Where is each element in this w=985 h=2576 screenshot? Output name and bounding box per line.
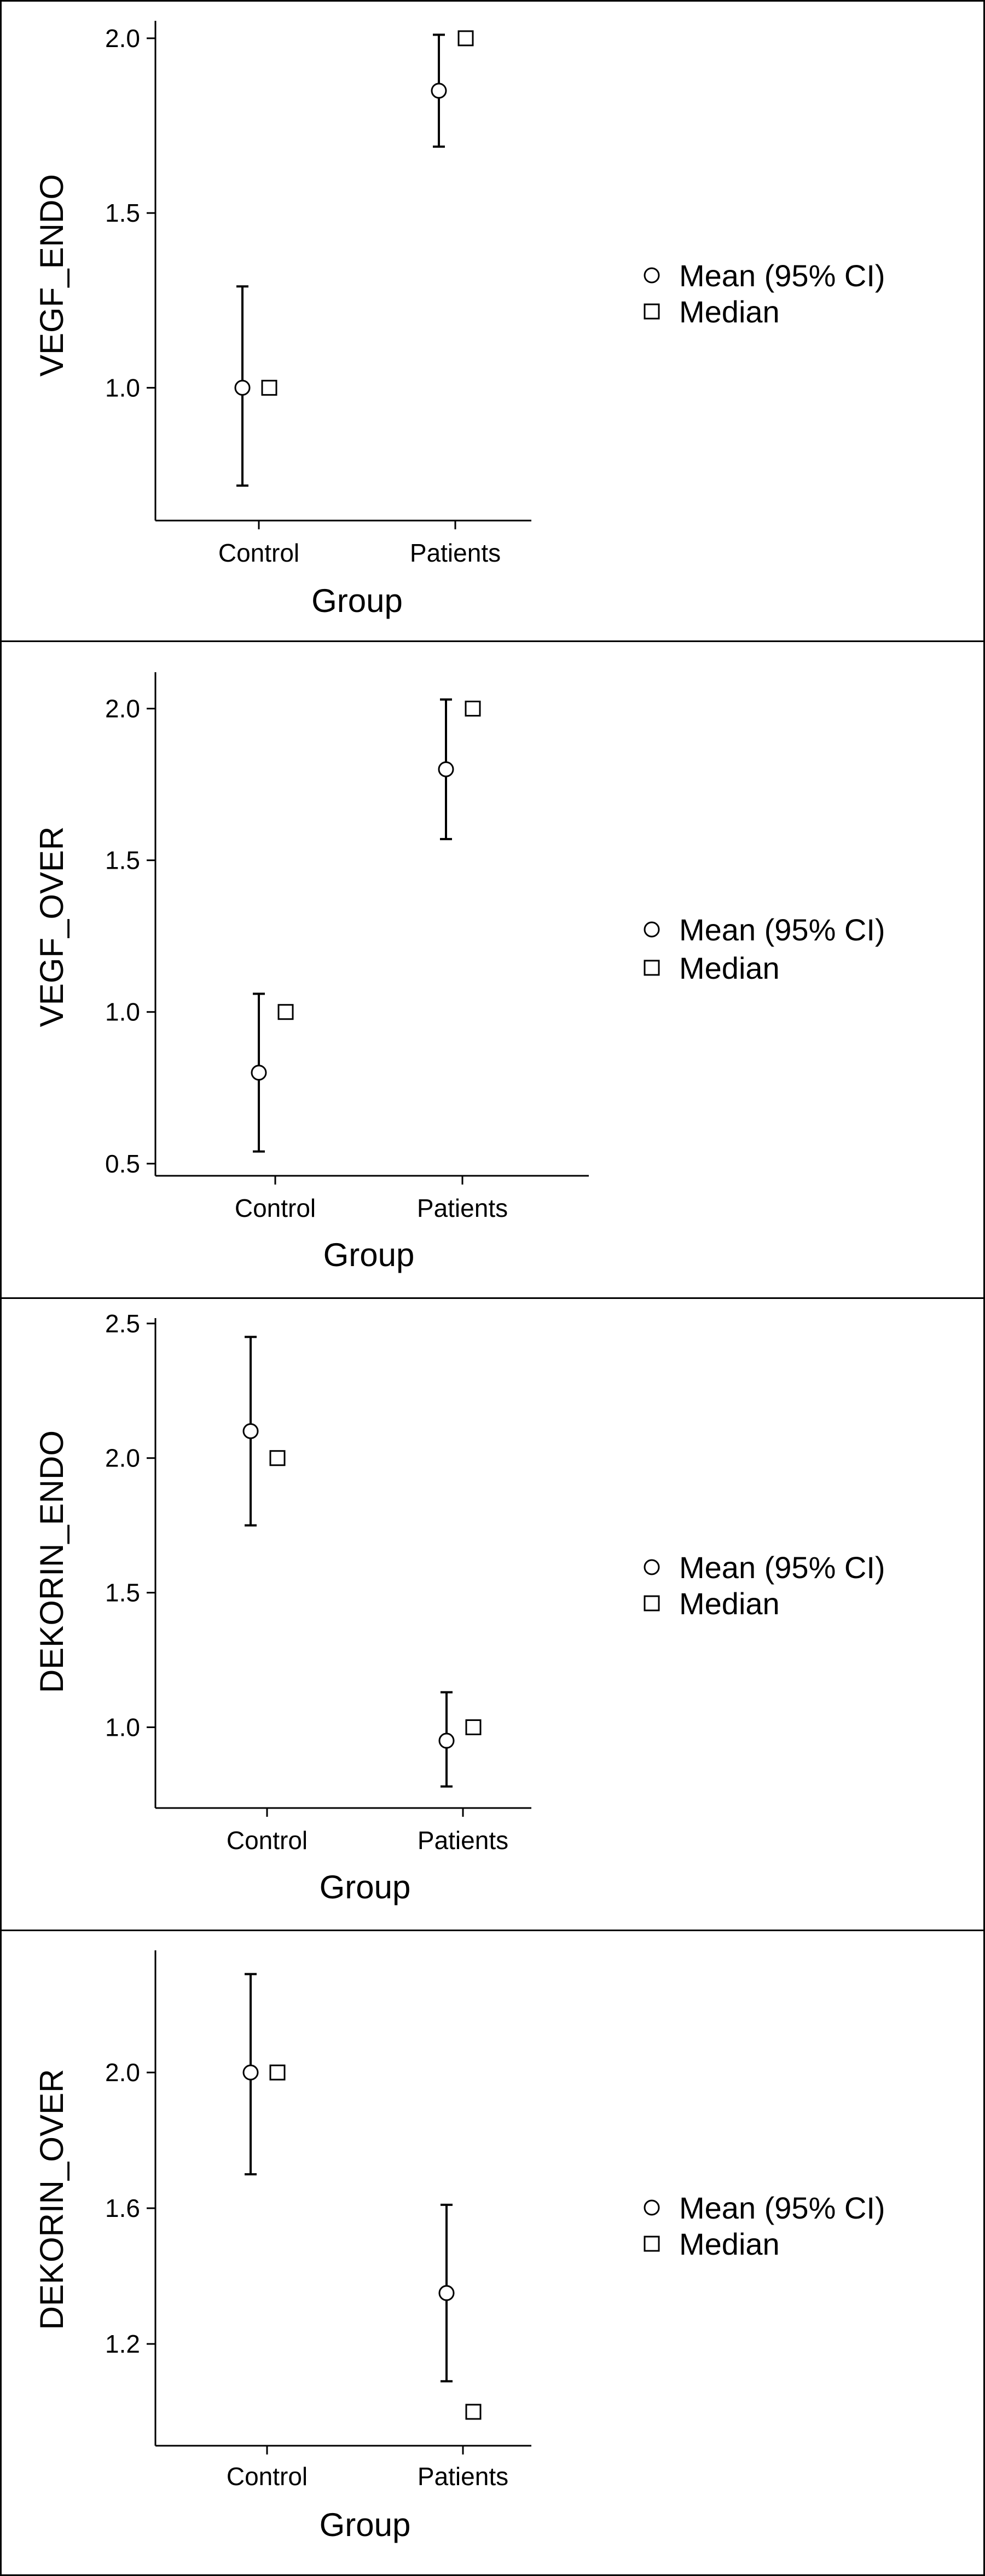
y-axis-title: DEKORIN_OVER [33,2069,70,2330]
legend: Mean (95% CI) Median [644,912,885,985]
y-axis-title: DEKORIN_ENDO [33,1430,70,1693]
y-tick-label: 1.5 [105,846,140,875]
y-tick-label: 0.5 [105,1150,140,1178]
y-tick-label: 2.5 [105,1309,140,1338]
y-tick-label: 1.0 [105,373,140,402]
legend-median-label: Median [679,2227,780,2261]
panel-divider [2,640,985,642]
y-tick-label: 1.5 [105,199,140,227]
y-tick-label: 1.5 [105,1579,140,1607]
legend: Mean (95% CI)Median [644,1550,885,1621]
legend-median-marker [644,303,660,320]
median-marker-patients [465,2404,482,2420]
x-axis-title: Group [320,2506,411,2543]
legend-mean-label: Mean (95% CI) [679,1550,885,1585]
y-tick-label: 2.0 [105,1444,140,1472]
x-tick-label-control: Control [227,1826,308,1855]
x-axis-title: Group [323,1237,415,1273]
median-marker-patients [465,1719,482,1735]
median-marker-patients [465,701,481,717]
legend-mean-label: Mean (95% CI) [679,258,885,293]
y-tick-label: 1.0 [105,998,140,1026]
median-marker-patients [457,30,474,47]
legend-median-marker [644,960,660,976]
mean-marker-patients [438,1732,455,1749]
legend-median-marker [644,1595,660,1612]
mean-marker-control [234,379,251,396]
mean-marker-patients [438,761,454,777]
median-marker-control [277,1004,294,1020]
median-marker-control [261,379,277,396]
x-tick-label-control: Control [227,2462,308,2491]
mean-marker-control [251,1065,267,1081]
x-axis-title: Group [311,582,403,619]
y-axis-title: VEGF_ENDO [33,174,70,377]
legend-median-label: Median [679,1586,780,1621]
y-axis-title: VEGF_OVER [33,827,70,1027]
median-marker-control [269,2064,286,2081]
legend-mean-label: Mean (95% CI) [679,912,885,947]
mean-marker-patients [438,2285,455,2301]
x-tick-label-control: Control [218,539,299,567]
legend-mean-marker [644,267,660,284]
legend-mean-label: Mean (95% CI) [679,2191,885,2225]
y-tick-label: 1.2 [105,2330,140,2358]
panel-divider [2,1930,985,1931]
x-tick-label-patients: Patients [418,1826,508,1855]
y-tick-label: 2.0 [105,695,140,723]
panel-divider [2,1297,985,1299]
x-tick-label-patients: Patients [410,539,501,567]
legend-mean-marker [644,2199,660,2216]
legend: Mean (95% CI)Median [644,2191,885,2261]
x-tick-label-patients: Patients [418,2462,508,2491]
y-tick-label: 1.6 [105,2194,140,2222]
x-axis-title: Group [320,1869,411,1905]
legend-mean-marker [644,921,660,938]
legend-mean-marker [644,1559,660,1575]
y-tick-label: 2.0 [105,24,140,53]
legend-median-label: Median [679,951,780,985]
x-tick-label-control: Control [235,1194,316,1222]
legend-median-marker [644,2236,660,2252]
x-tick-label-patients: Patients [417,1194,508,1222]
legend-median-label: Median [679,294,780,329]
mean-marker-control [242,1423,259,1440]
y-tick-label: 2.0 [105,2058,140,2087]
median-marker-control [269,1450,286,1466]
mean-marker-patients [431,83,447,99]
y-tick-label: 1.0 [105,1713,140,1741]
legend: Mean (95% CI)Median [644,258,885,329]
mean-marker-control [242,2064,259,2081]
